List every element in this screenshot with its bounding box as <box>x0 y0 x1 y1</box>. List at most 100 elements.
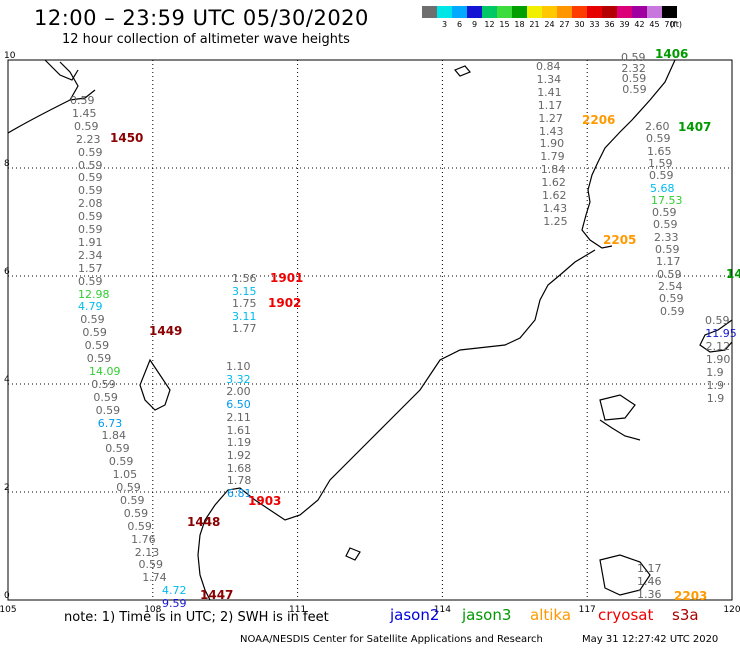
scale-label: 18 <box>514 20 525 29</box>
wave-height-value: 0.59 <box>78 274 103 288</box>
scale-swatch <box>647 6 662 18</box>
wave-height-value: 1.90 <box>705 353 731 366</box>
wave-height-value: 1.76 <box>131 532 156 546</box>
wave-height-value: 1.77 <box>232 322 257 335</box>
wave-height-value: 11.95 <box>705 327 737 340</box>
wave-height-value: 0.59 <box>78 223 103 236</box>
scale-swatch <box>587 6 602 18</box>
wave-height-value: 0.59 <box>78 171 103 185</box>
wave-height-value: 0.59 <box>123 506 149 520</box>
coastline-borneo-west <box>7 61 96 134</box>
wave-height-value: 6.73 <box>97 416 123 430</box>
satellite-cryosat: cryosat <box>598 606 654 624</box>
wave-height-value: 2.00 <box>226 385 251 399</box>
wave-height-value: 1.62 <box>541 176 566 190</box>
wave-height-value: 2.13 <box>134 545 160 559</box>
wave-height-value: 1.92 <box>226 448 252 462</box>
wave-height-value: 5.68 <box>650 181 675 195</box>
scale-label: 33 <box>589 20 600 29</box>
y-tick-label: 10 <box>4 51 16 61</box>
pass-label: 14 <box>726 267 740 281</box>
wave-height-value: 0.59 <box>78 145 103 159</box>
wave-height-value: 1.45 <box>72 106 97 120</box>
wave-height-value: 2.23 <box>76 132 101 146</box>
wave-height-value: 6.81 <box>227 487 252 500</box>
wave-height-value: 2.33 <box>654 230 679 244</box>
wave-height-value: 2.60 <box>645 120 670 133</box>
satellite-s3a: s3a <box>672 606 699 624</box>
wave-height-value: 1.91 <box>78 235 103 249</box>
x-tick-label: 114 <box>434 605 451 615</box>
wave-height-value: 0.84 <box>536 60 561 73</box>
wave-height-value: 0.59 <box>74 119 99 133</box>
coastline-borneo-east <box>197 249 596 601</box>
wave-height-value: 0.59 <box>621 51 646 64</box>
wave-height-value: 1.46 <box>637 575 662 588</box>
scale-swatch <box>422 6 437 18</box>
wave-height-value: 0.59 <box>705 314 730 327</box>
scale-swatch <box>617 6 632 18</box>
wave-height-value: 0.59 <box>138 558 164 572</box>
map-subtitle: 12 hour collection of altimeter wave hei… <box>62 32 350 47</box>
pass-label: 1406 <box>655 47 689 61</box>
wave-height-value: 1.75 <box>232 297 257 310</box>
wave-height-value: 0.59 <box>116 481 141 494</box>
wave-height-value: 0.59 <box>652 206 677 220</box>
wave-height-value: 14.09 <box>89 364 121 378</box>
map-note: note: 1) Time is in UTC; 2) SWH is in fe… <box>64 610 329 625</box>
scale-label: 3 <box>441 20 448 29</box>
scale-swatch <box>662 6 677 18</box>
wave-height-value: 1.84 <box>540 163 566 177</box>
wave-height-value: 0.59 <box>80 313 105 327</box>
coastlines <box>7 59 733 601</box>
wave-height-value: 17.53 <box>651 193 683 207</box>
scale-swatch <box>572 6 587 18</box>
wave-height-value: 1.05 <box>112 468 138 482</box>
scale-label: 9 <box>471 20 478 29</box>
wave-height-value: 0.59 <box>78 210 103 224</box>
pass-label: 1903 <box>248 494 282 508</box>
wave-height-value: 0.59 <box>86 352 112 365</box>
wave-height-value: 0.59 <box>127 519 152 533</box>
wave-height-value: 1.41 <box>537 85 562 99</box>
wave-height-value: 0.59 <box>91 377 116 391</box>
wave-height-value: 1.90 <box>539 137 565 151</box>
satellite-altika: altika <box>530 606 572 624</box>
wave-height-value: 6.50 <box>226 398 251 412</box>
wave-height-value: 1.17 <box>637 562 662 575</box>
pass-label: 1447 <box>200 588 234 602</box>
wave-height-value: 0.59 <box>655 243 680 256</box>
scale-unit: (ft) <box>669 20 683 29</box>
wave-height-value: 1.36 <box>637 588 662 601</box>
scale-label: 12 <box>484 20 495 29</box>
wave-height-value: 0.59 <box>108 455 134 469</box>
y-tick-label: 2 <box>4 483 10 493</box>
wave-height-value: 1.17 <box>656 255 681 269</box>
wave-height-value: 0.59 <box>646 132 671 146</box>
pass-label: 2206 <box>582 113 616 127</box>
scale-label: 36 <box>604 20 615 29</box>
wave-height-value: 0.59 <box>660 304 685 318</box>
wave-height-value: 1.68 <box>226 461 252 475</box>
wave-height-value: 0.59 <box>657 267 682 281</box>
wave-height-value: 2.34 <box>78 248 103 262</box>
scale-label: 70 <box>664 20 675 29</box>
wave-height-value: 0.59 <box>82 326 107 340</box>
wave-height-value: 3.15 <box>232 284 257 298</box>
wave-height-value: 1.27 <box>538 111 563 125</box>
x-tick-label: 117 <box>579 605 596 615</box>
pass-label: 1901 <box>270 271 304 285</box>
wave-height-value: 0.59 <box>78 184 103 198</box>
wave-height-value: 1.74 <box>142 571 167 585</box>
scale-label: 42 <box>634 20 645 29</box>
map-title: 12:00 – 23:59 UTC 05/30/2020 <box>34 6 369 30</box>
x-tick-label: 105 <box>0 605 17 615</box>
wave-height-value: 1.43 <box>542 201 568 215</box>
scale-label: 24 <box>544 20 555 29</box>
scale-label: 45 <box>649 20 660 29</box>
wave-height-value: 0.59 <box>621 72 647 85</box>
wave-height-value: 1.9 <box>706 392 725 405</box>
wave-height-value: 9.59 <box>162 597 187 611</box>
pass-label: 1407 <box>678 120 712 134</box>
